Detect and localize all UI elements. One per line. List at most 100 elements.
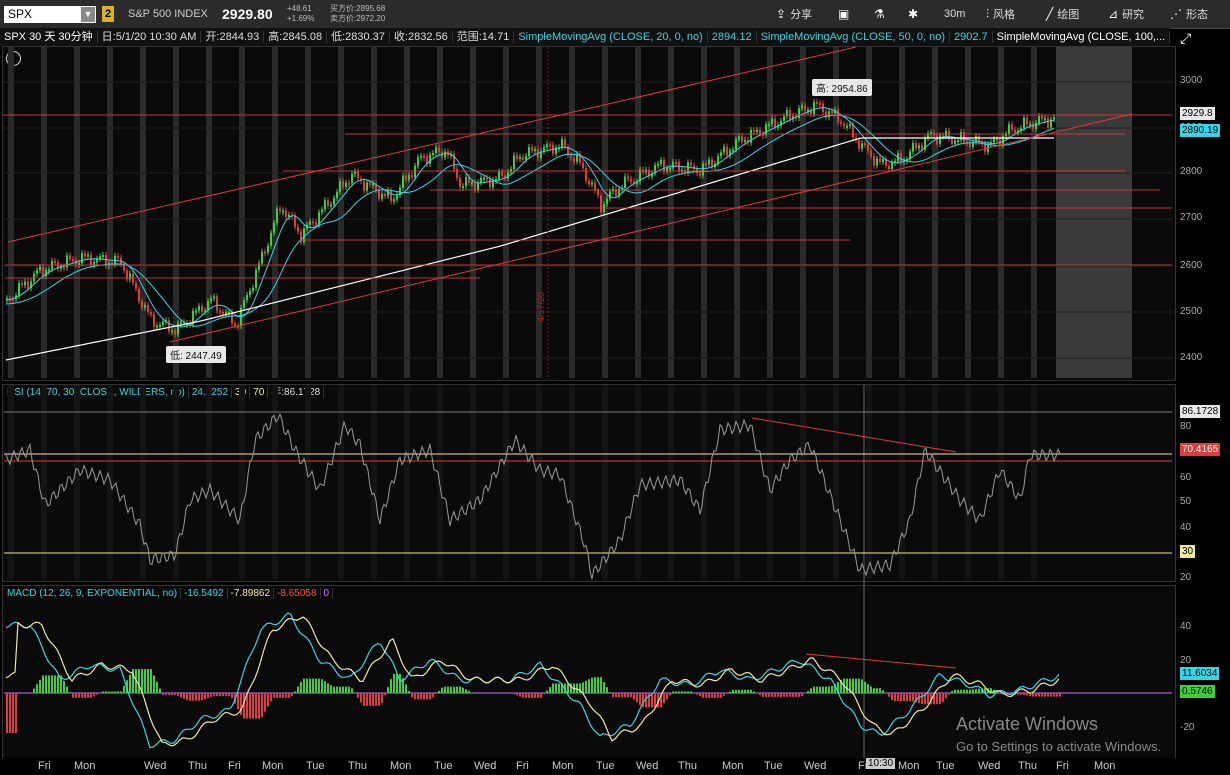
pattern-button[interactable]: ⋰ 形态 [1170, 4, 1208, 24]
macd-histogram-bar [63, 681, 65, 693]
collapse-icon[interactable]: ⤢ [1180, 30, 1192, 46]
macd-histogram-bar [225, 693, 227, 697]
chart-canvas[interactable] [0, 0, 1174, 758]
rsi-line [5, 412, 1061, 580]
price-panel[interactable] [2, 46, 1176, 381]
macd-histogram-bar [720, 693, 722, 698]
macd-histogram-bar [651, 693, 653, 708]
candle-body [468, 177, 470, 184]
candle-body [384, 193, 386, 196]
chevron-down-icon[interactable]: ▼ [81, 7, 95, 22]
sma100-label[interactable]: SimpleMovingAvg (CLOSE, 100,... [992, 31, 1170, 43]
candle-body [1050, 119, 1052, 128]
macd-histogram-bar [699, 693, 701, 697]
rsi-year: 年:86.1728 [268, 387, 325, 398]
macd-label[interactable]: MACD (12, 26, 9, EXPONENTIAL, no) [4, 588, 182, 599]
bid-ask-block: 买方价:2895.68 卖方价:2972.20 [330, 4, 385, 24]
session-stripe [470, 47, 476, 378]
macd-histogram-bar [321, 679, 323, 693]
candle-body [750, 129, 752, 143]
session-stripe [437, 385, 443, 579]
symbol-input[interactable]: SPX ▼ [4, 6, 96, 23]
macd-histogram-bar [414, 693, 416, 700]
candle-body [234, 323, 236, 326]
settings-button[interactable]: ✱ [908, 4, 922, 24]
macd-histogram-bar [888, 693, 890, 697]
macd-histogram-bar [906, 693, 908, 701]
time-axis[interactable]: Fri Mon Wed Thu Fri Mon Tue Thu Mon Tue Wed Fri Mon T… [0, 758, 1230, 775]
rsi-axis[interactable]: 80 70 60 50 40 30 20 86.1728 70.4165 30 [1176, 384, 1230, 583]
candle-body [216, 296, 218, 311]
macd-histogram-bar [639, 693, 641, 705]
candle-body [771, 118, 773, 125]
candle-body [918, 145, 920, 149]
macd-histogram-bar [696, 693, 698, 695]
macd-histogram-bar [564, 683, 566, 693]
session-stripe [1031, 385, 1037, 579]
candle-body [606, 198, 608, 204]
macd-histogram-bar [276, 693, 278, 698]
study-button[interactable]: ⊿ 研究 [1108, 4, 1144, 24]
macd-histogram-bar [705, 693, 707, 698]
candle-body [786, 110, 788, 117]
candle-body [303, 228, 305, 243]
macd-histogram-bar [747, 689, 749, 693]
candle-body [768, 124, 770, 127]
rsi-tick: 80 [1180, 421, 1192, 432]
macd-histogram-bar [111, 691, 113, 693]
rsi-label[interactable]: RSI (14, 70, 30, CLOSE, WILDERS, no) [4, 387, 189, 398]
macd-histogram-bar [297, 686, 299, 693]
calendar-button[interactable]: ▣ [838, 4, 853, 24]
candle-body [942, 135, 944, 138]
macd-histogram-bar [42, 675, 44, 693]
macd-histogram-bar [1005, 693, 1007, 695]
candle-body [951, 138, 953, 144]
macd-axis[interactable]: 40 20 0 -20 11.6034 0.5746 [1176, 585, 1230, 758]
macd-diff: -8.65058 [274, 588, 321, 599]
sma20-label[interactable]: SimpleMovingAvg (CLOSE, 20, 0, no) [514, 31, 708, 43]
macd-histogram-bar [339, 686, 341, 693]
rsi-panel[interactable] [2, 384, 1176, 582]
candle-body [285, 210, 287, 218]
macd-panel[interactable] [2, 585, 1176, 760]
flask-button[interactable]: ⚗ [874, 4, 889, 24]
macd-histogram-bar [426, 693, 428, 700]
macd-histogram-bar [174, 693, 176, 695]
macd-histogram-bar [69, 692, 71, 693]
ask-value: 卖方价:2972.20 [330, 14, 386, 23]
macd-histogram-bar [534, 693, 536, 698]
candle-body [975, 136, 977, 143]
sma-mid-line [5, 114, 1055, 327]
interval-button[interactable]: 30m [944, 8, 966, 20]
price-axis[interactable]: 3000 2900 2800 2700 2600 2500 2400 2929.… [1176, 46, 1230, 379]
macd-histogram-bar [108, 691, 110, 693]
macd-tick: -20 [1180, 722, 1195, 733]
candle-body [954, 140, 956, 144]
share-button[interactable]: ⇪ 分享 [776, 4, 812, 24]
candle-body [1053, 117, 1055, 120]
time-tick: Thu [678, 760, 697, 772]
link-group-badge[interactable]: 2 [102, 6, 114, 22]
session-stripe [173, 385, 179, 579]
candle-body [24, 281, 26, 286]
candle-body [513, 155, 515, 169]
candle-body [630, 178, 632, 182]
sma50-label[interactable]: SimpleMovingAvg (CLOSE, 50, 0, no) [756, 31, 951, 43]
candle-body [1014, 129, 1016, 133]
candle-body [573, 158, 575, 162]
candle-body [93, 262, 95, 266]
macd-histogram-bar [837, 681, 839, 693]
session-stripe [503, 385, 509, 579]
macd-histogram-bar [711, 693, 713, 698]
candle-body [756, 129, 758, 132]
macd-histogram-bar [240, 693, 242, 715]
style-button[interactable]: ⫶ 风格 [986, 4, 1015, 24]
candle-body [549, 144, 551, 147]
candle-body [984, 142, 986, 152]
candle-body [339, 181, 341, 192]
macd-histogram-bar [51, 675, 53, 693]
candle-body [315, 222, 317, 225]
macd-histogram-bar [423, 693, 425, 700]
draw-button[interactable]: ╱ 绘图 [1046, 4, 1079, 24]
flask-icon: ⚗ [874, 7, 885, 21]
